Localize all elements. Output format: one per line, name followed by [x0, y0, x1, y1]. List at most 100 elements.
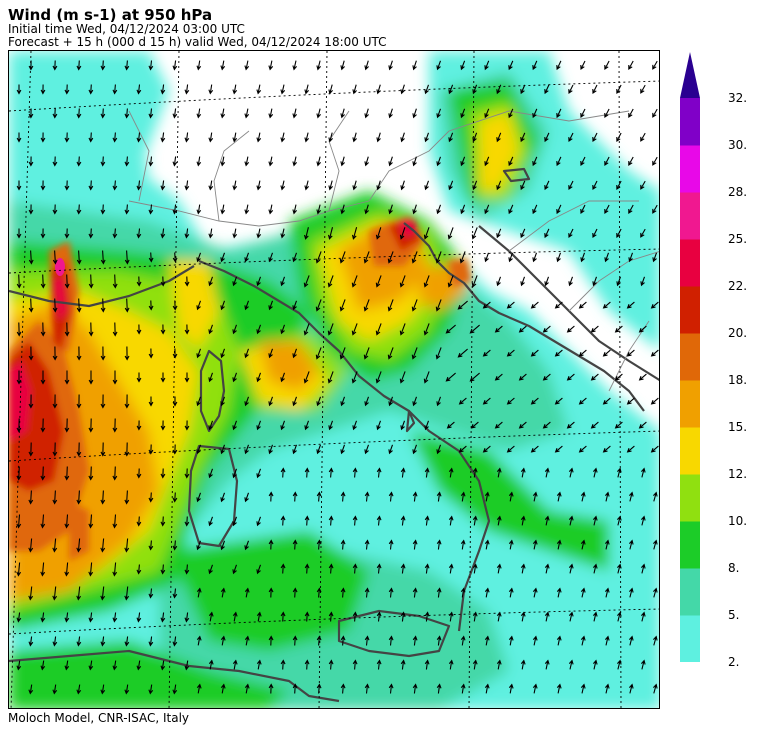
wind-arrow	[52, 490, 58, 505]
colorbar-label: 12.	[728, 467, 748, 481]
wind-arrow	[208, 84, 214, 95]
wind-arrow	[124, 394, 130, 409]
wind-arrow	[268, 539, 274, 550]
wind-arrow	[196, 204, 202, 215]
wind-arrow	[88, 370, 94, 385]
wind-arrow	[614, 325, 623, 333]
colorbar-label: 15.	[728, 420, 748, 434]
wind-arrow	[232, 420, 238, 431]
wind-arrow	[448, 132, 454, 143]
wind-arrow	[508, 491, 514, 502]
wind-arrow	[100, 250, 106, 265]
wind-arrow	[292, 60, 298, 71]
wind-arrow	[616, 467, 622, 478]
wind-arrow	[244, 300, 250, 311]
wind-arrow	[364, 204, 369, 215]
wind-arrow	[172, 156, 178, 167]
wind-arrow	[124, 204, 130, 215]
wind-arrow	[184, 516, 190, 527]
wind-arrow	[292, 108, 298, 119]
wind-arrow	[364, 108, 369, 119]
wind-arrow	[484, 204, 490, 215]
lat-lon-grid	[9, 51, 659, 708]
wind-arrow	[315, 299, 322, 312]
wind-arrow	[496, 659, 502, 670]
wind-arrow	[506, 349, 515, 357]
wind-arrow	[640, 132, 646, 142]
wind-arrow	[100, 156, 106, 167]
map-title: Wind (m s-1) at 950 hPa	[8, 6, 213, 24]
wind-arrow	[472, 180, 478, 191]
wind-arrow	[280, 84, 286, 95]
forecast-valid-text: Forecast + 15 h (000 d 15 h) valid Wed, …	[8, 35, 387, 49]
wind-arrow	[628, 204, 634, 215]
wind-arrow	[184, 372, 190, 383]
wind-arrow	[244, 444, 250, 455]
wind-arrow	[364, 683, 370, 694]
wind-arrow	[484, 60, 490, 71]
wind-arrow	[136, 228, 142, 239]
wind-arrow	[435, 299, 442, 312]
wind-arrow	[256, 180, 262, 191]
wind-arrow	[16, 132, 22, 143]
wind-arrow	[327, 371, 334, 384]
wind-arrow	[220, 492, 226, 503]
wind-arrow	[148, 396, 154, 407]
wind-arrow	[136, 420, 142, 431]
wind-arrow	[351, 371, 358, 384]
wind-arrow	[316, 444, 322, 455]
colorbar-label: 5.	[728, 608, 740, 622]
wind-arrow	[460, 156, 466, 167]
wind-arrow	[220, 300, 226, 311]
colorbar-segment	[680, 615, 700, 662]
wind-arrow	[172, 60, 178, 71]
wind-arrow	[208, 611, 214, 622]
wind-arrow	[471, 275, 478, 288]
wind-arrow	[652, 683, 658, 694]
wind-arrow	[280, 515, 286, 526]
wind-arrow	[424, 420, 430, 431]
wind-arrow	[518, 373, 527, 381]
wind-arrow	[530, 349, 539, 357]
wind-arrow	[328, 515, 334, 526]
wind-arrow	[124, 60, 130, 71]
wind-arrow	[351, 275, 358, 288]
wind-arrow	[244, 252, 250, 263]
wind-arrow	[638, 373, 647, 381]
wind-arrow	[88, 466, 94, 481]
colorbar-segment	[680, 333, 700, 381]
wind-arrow	[339, 347, 346, 360]
wind-arrow	[592, 563, 598, 574]
wind-arrow	[52, 538, 58, 553]
wind-arrow	[244, 204, 250, 215]
wind-arrow	[148, 252, 154, 263]
colorbar-label: 22.	[728, 279, 748, 293]
wind-arrow	[494, 373, 503, 381]
wind-arrow	[16, 370, 22, 385]
wind-arrow	[364, 635, 370, 646]
wind-arrow	[518, 325, 527, 333]
wind-arrow	[423, 227, 430, 240]
wind-arrow	[506, 301, 515, 309]
wind-arrow	[556, 491, 562, 502]
wind-arrow	[64, 466, 70, 481]
wind-arrow	[448, 467, 454, 478]
wind-arrow	[412, 683, 418, 694]
wind-arrow	[315, 251, 322, 264]
wind-arrow	[532, 60, 538, 71]
wind-arrow	[304, 420, 310, 431]
wind-arrow	[328, 420, 334, 431]
wind-arrow	[256, 611, 262, 622]
wind-arrow	[363, 299, 370, 312]
wind-arrow	[100, 538, 106, 553]
wind-arrow	[352, 515, 358, 526]
wind-arrow	[208, 516, 214, 527]
wind-arrow	[220, 396, 226, 407]
wind-arrow	[472, 132, 478, 143]
wind-arrow	[112, 370, 118, 385]
wind-arrow	[496, 84, 502, 95]
wind-arrow	[40, 562, 46, 577]
wind-arrow	[411, 299, 418, 312]
wind-arrow	[412, 396, 418, 407]
wind-arrow	[148, 300, 154, 311]
